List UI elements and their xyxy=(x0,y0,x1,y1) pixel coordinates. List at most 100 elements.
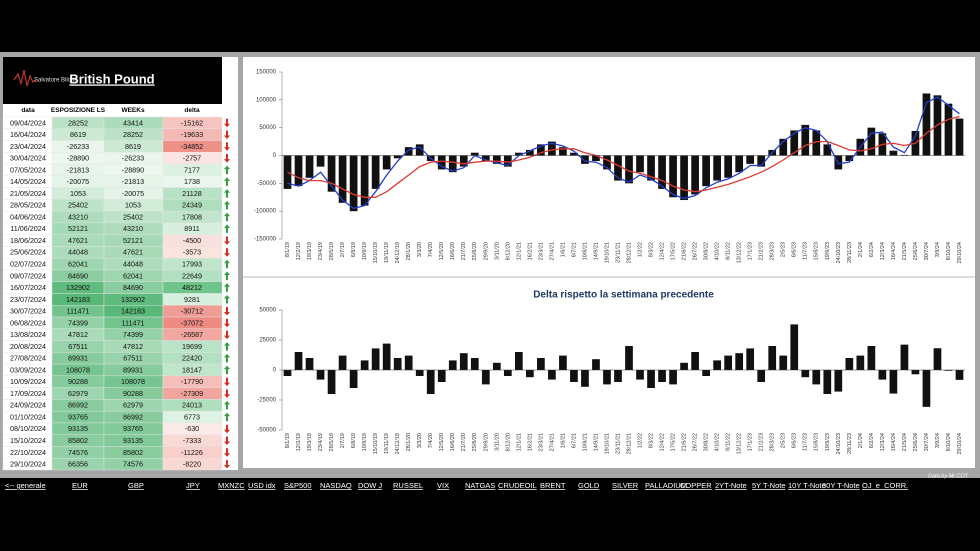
sheet-tab[interactable]: EUR xyxy=(72,481,88,490)
x-tick-label: 15/10/19 xyxy=(373,242,379,263)
x-tick-label: 29/9/20 xyxy=(483,242,489,260)
x-tick-label: 12/3/24 xyxy=(880,242,886,260)
x-tick-label: 29/10/24 xyxy=(957,433,963,454)
sheet-tab[interactable]: OJ_e_CORR. xyxy=(862,481,908,490)
x-tick-label: 23/3/21 xyxy=(538,242,544,260)
sheet-tab[interactable]: 10Y T-Note xyxy=(788,481,826,490)
sheet-tab[interactable]: <-- generale xyxy=(5,481,46,490)
cell-text: 09/07/2024 xyxy=(10,271,46,280)
sheet-tab[interactable]: PALLADIUM xyxy=(645,481,687,490)
x-tick-label: 3/3/20 xyxy=(417,433,423,448)
sheet-tab[interactable]: VIX xyxy=(437,481,449,490)
cell-text: 132902 xyxy=(66,283,90,292)
cell-text: 16/07/2024 xyxy=(10,283,46,292)
x-tick-label: 28/1/20 xyxy=(406,242,412,260)
sheet-tab[interactable]: BRENT xyxy=(540,481,566,490)
sheet-tab[interactable]: 2YT-Note xyxy=(715,481,747,490)
cell-text: -630 xyxy=(185,424,199,433)
bar xyxy=(625,346,633,370)
cell-text: 7177 xyxy=(184,165,200,174)
cell-text: -3573 xyxy=(183,248,201,257)
arrow-up xyxy=(224,295,230,304)
sheet-tab[interactable]: DOW J xyxy=(358,481,382,490)
sheet-tab[interactable]: CRUDEOIL xyxy=(498,481,537,490)
cell-text: -26233 xyxy=(122,154,144,163)
x-tick-label: 3/3/20 xyxy=(417,242,423,257)
x-tick-label: 16/4/24 xyxy=(891,242,897,260)
sheet-tab[interactable]: GOLD xyxy=(578,481,600,490)
bar xyxy=(592,359,600,370)
bar xyxy=(404,147,413,156)
cell-text: 43210 xyxy=(123,224,143,233)
sheet-tab[interactable]: JPY xyxy=(186,481,200,490)
sheet-tab[interactable]: USD idx xyxy=(248,481,276,490)
bar xyxy=(944,103,953,156)
bar xyxy=(448,360,457,370)
cell-text: 111471 xyxy=(122,318,145,327)
x-tick-label: 6/7/21 xyxy=(571,242,577,257)
x-tick-label: 14/9/21 xyxy=(593,242,599,260)
cell-text: 24013 xyxy=(182,401,202,410)
cell-text: 03/09/2024 xyxy=(10,365,46,374)
cell-text: 15/10/2024 xyxy=(10,436,46,445)
x-tick-label: 6/8/19 xyxy=(351,242,357,257)
x-tick-label: 24/10/23 xyxy=(836,242,842,263)
cell-text: 18147 xyxy=(182,365,202,374)
x-tick-label: 10/8/21 xyxy=(582,242,588,260)
sheet-tab[interactable]: NASDAQ xyxy=(320,481,352,490)
bar xyxy=(757,155,766,167)
sheet-tab[interactable]: RUSSEL xyxy=(393,481,423,490)
cell-text: 47621 xyxy=(123,248,143,257)
cell-text: 93765 xyxy=(68,412,88,421)
x-tick-label: 16/2/21 xyxy=(527,433,533,451)
x-tick-label: 6/2/24 xyxy=(869,242,875,257)
x-tick-label: 16/6/20 xyxy=(450,242,456,260)
cell-text: 90288 xyxy=(68,377,88,386)
arrow-up xyxy=(224,224,230,233)
sheet-tab[interactable]: 30Y T-Note xyxy=(822,481,860,490)
cell-text: 25/06/2024 xyxy=(10,248,46,257)
cell-text: 22/10/2024 xyxy=(10,448,46,457)
x-tick-label: 21/6/22 xyxy=(682,242,688,260)
bar xyxy=(503,370,512,376)
x-tick-label: 11/7/23 xyxy=(803,433,809,451)
sheet-tab[interactable]: SILVER xyxy=(612,481,639,490)
cell-text: 74576 xyxy=(68,448,88,457)
bar xyxy=(735,353,744,370)
sheet-tab[interactable]: MXNZC xyxy=(218,481,245,490)
x-tick-label: 2/1/24 xyxy=(858,433,864,448)
cell-text: -11226 xyxy=(181,448,203,457)
x-tick-label: 23/4/19 xyxy=(318,242,324,260)
sheet-tab[interactable]: COPPER xyxy=(680,481,712,490)
cell-text: -21813 xyxy=(67,165,89,174)
x-tick-label: 8/1/19 xyxy=(285,242,291,257)
y-tick-label: -100000 xyxy=(254,209,277,215)
cell-text: 108078 xyxy=(121,377,145,386)
x-tick-label: 2/1/24 xyxy=(858,242,864,257)
cell-text: 11/06/2024 xyxy=(10,224,45,233)
arrow-down xyxy=(224,118,230,128)
arrow-up xyxy=(224,342,230,351)
sheet-tab[interactable]: GBP xyxy=(128,481,144,490)
bar xyxy=(537,358,545,370)
bar xyxy=(283,370,292,376)
bar xyxy=(922,370,931,407)
bar xyxy=(779,138,788,156)
x-tick-label: 8/12/20 xyxy=(505,242,511,260)
cell-text: -2757 xyxy=(183,154,201,163)
x-tick-label: 23/3/21 xyxy=(538,433,544,451)
bar xyxy=(526,149,534,156)
sheet-tab[interactable]: NATGAS xyxy=(465,481,495,490)
bar xyxy=(669,155,677,198)
sheet-tab[interactable]: 5Y T-Note xyxy=(752,481,786,490)
x-tick-label: 8/3/22 xyxy=(648,242,654,257)
x-tick-label: 3/9/24 xyxy=(935,242,941,257)
cell-text: 30/04/2024 xyxy=(10,154,46,163)
cell-text: 10/09/2024 xyxy=(10,377,46,386)
cell-text: 25402 xyxy=(68,201,88,210)
sheet-tab[interactable]: S&P500 xyxy=(284,481,312,490)
cell-text: 74576 xyxy=(123,460,143,469)
cell-text: 67511 xyxy=(68,342,87,351)
bar xyxy=(867,127,876,156)
bar xyxy=(911,370,920,375)
